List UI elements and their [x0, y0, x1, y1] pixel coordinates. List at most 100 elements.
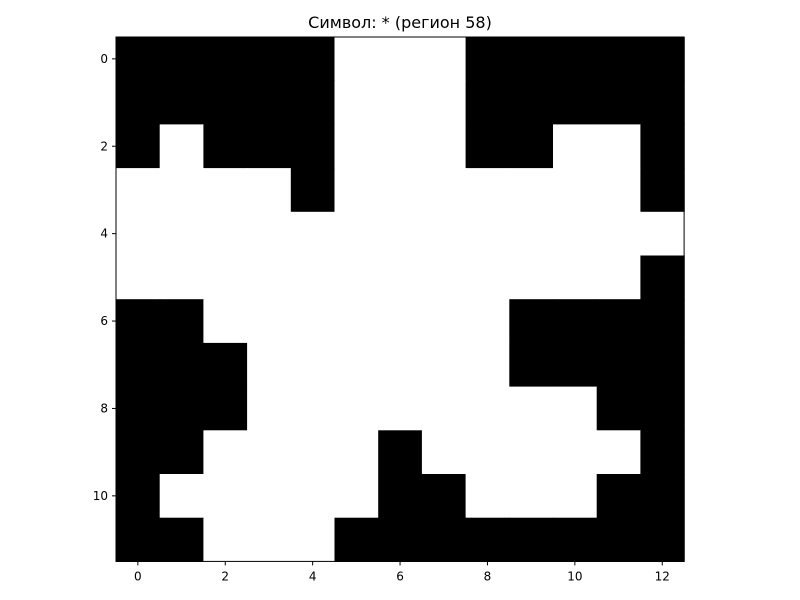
- heatmap-cell: [421, 124, 467, 169]
- heatmap-cell: [596, 211, 641, 257]
- heatmap-cell: [596, 168, 641, 213]
- heatmap-cell: [509, 124, 554, 169]
- heatmap-cells: [116, 37, 685, 562]
- heatmap-cell: [290, 255, 336, 300]
- heatmap-cell: [334, 342, 379, 388]
- heatmap-cell: [203, 37, 248, 82]
- heatmap-cell: [640, 386, 685, 431]
- heatmap-cell: [596, 386, 641, 431]
- x-tick-label: 0: [134, 569, 142, 583]
- heatmap-cell: [465, 124, 510, 169]
- heatmap-cell: [553, 474, 598, 519]
- heatmap-cell: [596, 255, 641, 300]
- heatmap-cell: [421, 517, 467, 562]
- heatmap-cell: [465, 168, 510, 213]
- heatmap-cell: [290, 474, 336, 519]
- y-tick-label: 4: [100, 227, 108, 241]
- heatmap-cell: [465, 342, 510, 388]
- heatmap-cell: [203, 299, 248, 344]
- heatmap-cell: [334, 517, 379, 562]
- heatmap-cell: [203, 211, 248, 257]
- chart-title: Символ: * (регион 58): [308, 13, 492, 32]
- heatmap-cell: [203, 386, 248, 431]
- heatmap-cell: [640, 124, 685, 169]
- heatmap-cell: [116, 168, 161, 213]
- heatmap-cell: [203, 255, 248, 300]
- heatmap-cell: [553, 211, 598, 257]
- heatmap-cell: [465, 430, 510, 475]
- heatmap-cell: [116, 37, 161, 82]
- heatmap-cell: [334, 430, 379, 475]
- heatmap-cell: [203, 474, 248, 519]
- heatmap-cell: [116, 474, 161, 519]
- y-tick-label: 8: [100, 401, 108, 415]
- heatmap-cell: [378, 342, 423, 388]
- y-tick-label: 10: [93, 489, 108, 503]
- heatmap-cell: [596, 80, 641, 125]
- heatmap-cell: [596, 124, 641, 169]
- heatmap-cell: [378, 386, 423, 431]
- heatmap-cell: [116, 430, 161, 475]
- y-tick-label: 0: [100, 52, 108, 66]
- heatmap-cell: [159, 517, 204, 562]
- heatmap-cell: [116, 386, 161, 431]
- heatmap-cell: [116, 80, 161, 125]
- heatmap-cell: [378, 299, 423, 344]
- heatmap-cell: [421, 430, 467, 475]
- heatmap-cell: [159, 168, 204, 213]
- heatmap-cell: [640, 474, 685, 519]
- heatmap-cell: [247, 37, 292, 82]
- heatmap-cell: [247, 474, 292, 519]
- heatmap-cell: [509, 37, 554, 82]
- heatmap-cell: [509, 80, 554, 125]
- x-axis: 0 2 4 6 8 10 12: [134, 561, 670, 583]
- heatmap-cell: [378, 430, 423, 475]
- heatmap-cell: [596, 342, 641, 388]
- heatmap-cell: [553, 299, 598, 344]
- heatmap-cell: [247, 430, 292, 475]
- heatmap-cell: [509, 430, 554, 475]
- heatmap-cell: [640, 37, 685, 82]
- heatmap-cell: [509, 474, 554, 519]
- heatmap-cell: [290, 299, 336, 344]
- heatmap-cell: [509, 299, 554, 344]
- heatmap-cell: [247, 124, 292, 169]
- heatmap-cell: [334, 124, 379, 169]
- heatmap-cell: [116, 517, 161, 562]
- heatmap-cell: [159, 124, 204, 169]
- heatmap-cell: [640, 517, 685, 562]
- heatmap-cell: [290, 211, 336, 257]
- heatmap-cell: [116, 299, 161, 344]
- y-tick-label: 6: [100, 314, 108, 328]
- heatmap-cell: [421, 80, 467, 125]
- heatmap-cell: [378, 474, 423, 519]
- heatmap-cell: [421, 37, 467, 82]
- heatmap-cell: [421, 211, 467, 257]
- heatmap-cell: [290, 80, 336, 125]
- heatmap-cell: [334, 168, 379, 213]
- heatmap-cell: [596, 299, 641, 344]
- heatmap-cell: [159, 255, 204, 300]
- x-tick-label: 2: [221, 569, 229, 583]
- heatmap-cell: [640, 255, 685, 300]
- heatmap-cell: [203, 80, 248, 125]
- heatmap-cell: [334, 386, 379, 431]
- heatmap-cell: [159, 299, 204, 344]
- heatmap-cell: [334, 255, 379, 300]
- heatmap-cell: [116, 211, 161, 257]
- heatmap-cell: [290, 37, 336, 82]
- heatmap-cell: [421, 474, 467, 519]
- heatmap-cell: [159, 430, 204, 475]
- heatmap-cell: [378, 517, 423, 562]
- heatmap-cell: [203, 430, 248, 475]
- heatmap-cell: [509, 255, 554, 300]
- heatmap-cell: [116, 124, 161, 169]
- heatmap-cell: [116, 342, 161, 388]
- heatmap-cell: [203, 342, 248, 388]
- heatmap-cell: [159, 37, 204, 82]
- heatmap-cell: [553, 37, 598, 82]
- x-tick-label: 4: [309, 569, 317, 583]
- heatmap-cell: [465, 299, 510, 344]
- x-tick-label: 12: [655, 569, 670, 583]
